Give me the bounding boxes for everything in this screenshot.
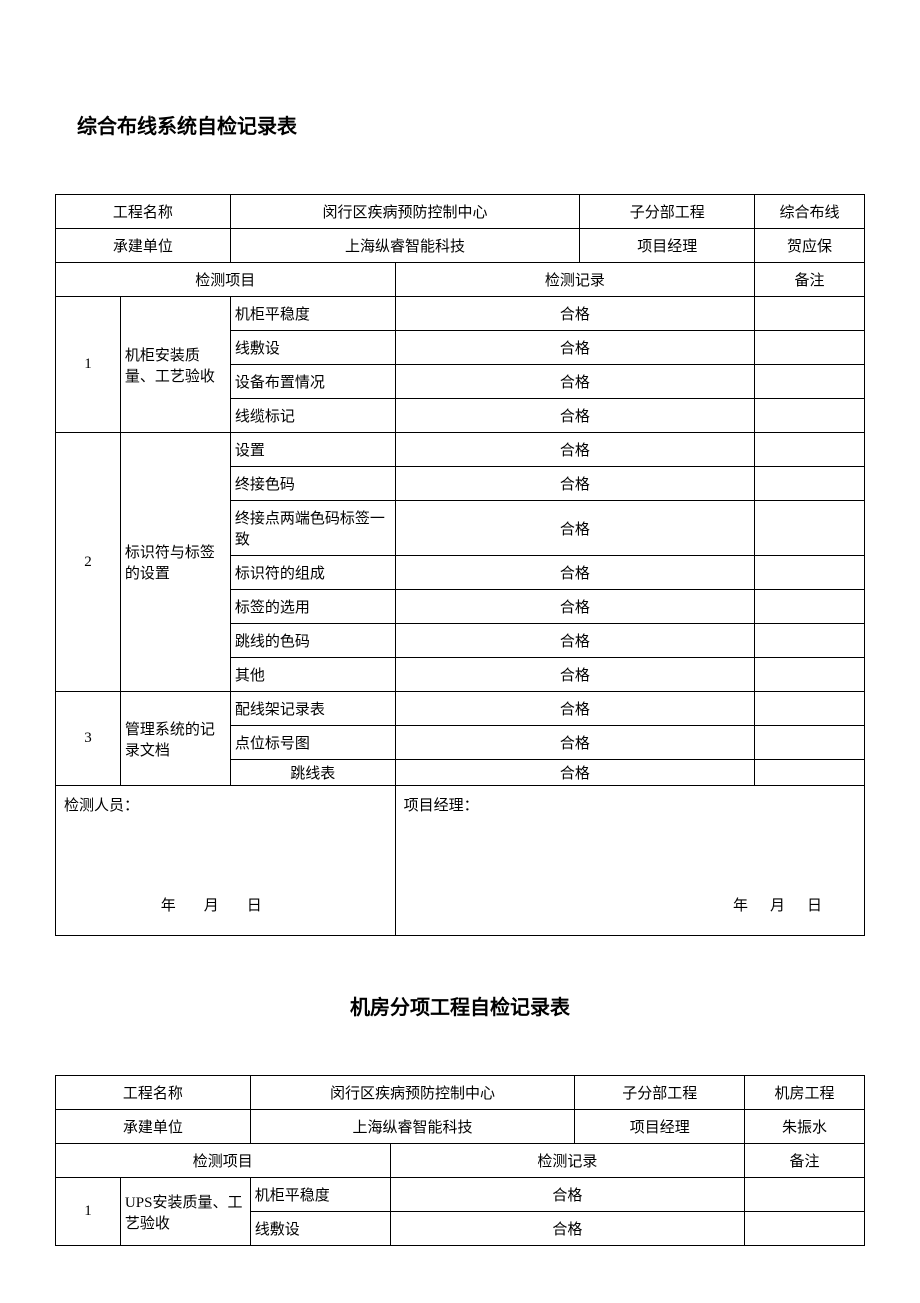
inspect-item: 标签的选用 [230, 590, 395, 624]
contractor-label: 承建单位 [56, 1110, 251, 1144]
inspect-record-label: 检测记录 [395, 263, 754, 297]
sub-project-label: 子分部工程 [575, 1076, 745, 1110]
table1: 工程名称 闵行区疾病预防控制中心 子分部工程 综合布线 承建单位 上海纵睿智能科… [55, 194, 865, 936]
remark-cell [755, 467, 865, 501]
remark-cell [755, 501, 865, 556]
inspect-result: 合格 [395, 501, 754, 556]
table-row: 2 标识符与标签的设置 设置 合格 [56, 433, 865, 467]
header-row-1: 工程名称 闵行区疾病预防控制中心 子分部工程 综合布线 [56, 195, 865, 229]
section-name: 标识符与标签的设置 [120, 433, 230, 692]
project-name: 闵行区疾病预防控制中心 [250, 1076, 575, 1110]
inspector-label: 检测人员： [64, 794, 387, 815]
table1-title: 综合布线系统自检记录表 [55, 110, 865, 139]
inspect-result: 合格 [395, 726, 754, 760]
pm: 贺应保 [755, 229, 865, 263]
inspect-result: 合格 [395, 556, 754, 590]
inspect-result: 合格 [395, 624, 754, 658]
table2-title: 机房分项工程自检记录表 [55, 991, 865, 1020]
section-num: 1 [56, 1178, 121, 1246]
inspect-item: 设备布置情况 [230, 365, 395, 399]
inspect-item: 终接点两端色码标签一致 [230, 501, 395, 556]
inspect-item: 线缆标记 [230, 399, 395, 433]
header-row-1: 工程名称 闵行区疾病预防控制中心 子分部工程 机房工程 [56, 1076, 865, 1110]
inspect-result: 合格 [395, 760, 754, 786]
remark-label: 备注 [745, 1144, 865, 1178]
inspect-result: 合格 [395, 433, 754, 467]
inspect-result: 合格 [390, 1212, 745, 1246]
remark-cell [755, 365, 865, 399]
pm-sig-label: 项目经理： [404, 794, 856, 815]
remark-cell [755, 658, 865, 692]
inspect-record-label: 检测记录 [390, 1144, 745, 1178]
contractor-label: 承建单位 [56, 229, 231, 263]
remark-cell [745, 1212, 865, 1246]
signature-row: 检测人员： 年月日 项目经理： 年月日 [56, 786, 865, 936]
pm-label: 项目经理 [575, 1110, 745, 1144]
remark-cell [755, 692, 865, 726]
remark-cell [755, 760, 865, 786]
inspect-item: 机柜平稳度 [250, 1178, 390, 1212]
inspect-result: 合格 [395, 399, 754, 433]
section-num: 2 [56, 433, 121, 692]
inspect-result: 合格 [395, 590, 754, 624]
remark-cell [755, 624, 865, 658]
remark-cell [755, 726, 865, 760]
inspect-result: 合格 [395, 365, 754, 399]
inspect-item: 点位标号图 [230, 726, 395, 760]
inspect-item: 配线架记录表 [230, 692, 395, 726]
table-row: 1 机柜安装质量、工艺验收 机柜平稳度 合格 [56, 297, 865, 331]
inspect-result: 合格 [390, 1178, 745, 1212]
remark-cell [755, 590, 865, 624]
remark-cell [755, 331, 865, 365]
inspect-item: 设置 [230, 433, 395, 467]
header-row-3: 检测项目 检测记录 备注 [56, 263, 865, 297]
contractor: 上海纵睿智能科技 [230, 229, 580, 263]
inspect-result: 合格 [395, 692, 754, 726]
inspector-signature: 检测人员： 年月日 [56, 786, 396, 936]
table2: 工程名称 闵行区疾病预防控制中心 子分部工程 机房工程 承建单位 上海纵睿智能科… [55, 1075, 865, 1246]
remark-label: 备注 [755, 263, 865, 297]
section-name: UPS安装质量、工艺验收 [120, 1178, 250, 1246]
table-row: 3 管理系统的记录文档 配线架记录表 合格 [56, 692, 865, 726]
date-text: 年月日 [161, 894, 290, 915]
section-name: 管理系统的记录文档 [120, 692, 230, 786]
remark-cell [745, 1178, 865, 1212]
section-num: 1 [56, 297, 121, 433]
contractor: 上海纵睿智能科技 [250, 1110, 575, 1144]
section-num: 3 [56, 692, 121, 786]
date-text: 年月日 [733, 894, 844, 915]
section-name: 机柜安装质量、工艺验收 [120, 297, 230, 433]
sub-project-label: 子分部工程 [580, 195, 755, 229]
project-name-label: 工程名称 [56, 195, 231, 229]
header-row-2: 承建单位 上海纵睿智能科技 项目经理 朱振水 [56, 1110, 865, 1144]
inspect-result: 合格 [395, 658, 754, 692]
inspect-item-label: 检测项目 [56, 1144, 391, 1178]
inspect-item-label: 检测项目 [56, 263, 396, 297]
inspect-item: 终接色码 [230, 467, 395, 501]
pm-label: 项目经理 [580, 229, 755, 263]
inspect-item: 标识符的组成 [230, 556, 395, 590]
project-name: 闵行区疾病预防控制中心 [230, 195, 580, 229]
inspect-item: 其他 [230, 658, 395, 692]
inspect-result: 合格 [395, 331, 754, 365]
pm: 朱振水 [745, 1110, 865, 1144]
remark-cell [755, 399, 865, 433]
inspect-item: 机柜平稳度 [230, 297, 395, 331]
sub-project: 综合布线 [755, 195, 865, 229]
inspect-item: 线敷设 [250, 1212, 390, 1246]
inspect-result: 合格 [395, 297, 754, 331]
inspect-item: 线敷设 [230, 331, 395, 365]
remark-cell [755, 556, 865, 590]
project-name-label: 工程名称 [56, 1076, 251, 1110]
inspect-item: 跳线表 [230, 760, 395, 786]
header-row-3: 检测项目 检测记录 备注 [56, 1144, 865, 1178]
header-row-2: 承建单位 上海纵睿智能科技 项目经理 贺应保 [56, 229, 865, 263]
table-row: 1 UPS安装质量、工艺验收 机柜平稳度 合格 [56, 1178, 865, 1212]
remark-cell [755, 297, 865, 331]
inspect-item: 跳线的色码 [230, 624, 395, 658]
pm-signature: 项目经理： 年月日 [395, 786, 864, 936]
remark-cell [755, 433, 865, 467]
sub-project: 机房工程 [745, 1076, 865, 1110]
inspect-result: 合格 [395, 467, 754, 501]
